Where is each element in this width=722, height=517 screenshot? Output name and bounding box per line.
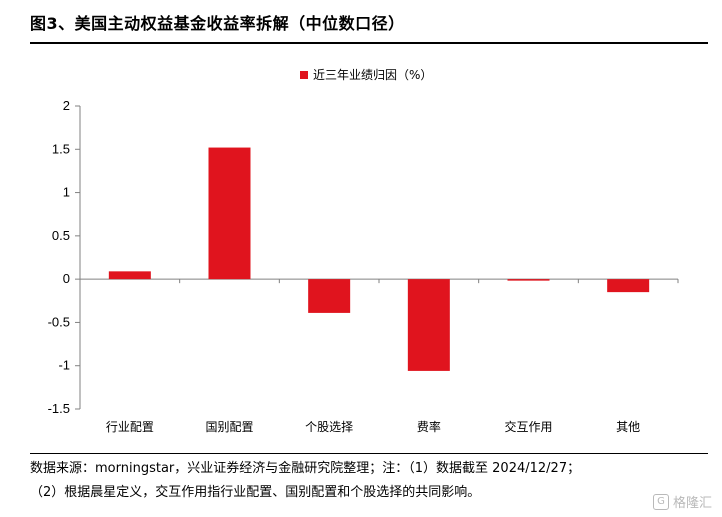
- bar-chart: 2 1.5 1 0.5 0 -0.5 -1 -1.5 行业配置 国别配置 个股选择 费率 交互作用 其他: [48, 98, 679, 434]
- bar-4: [407, 279, 450, 371]
- x-category-label: 个股选择: [305, 420, 353, 434]
- legend-swatch: [300, 70, 308, 79]
- bar-1: [108, 271, 151, 280]
- y-tick-label: -1.5: [48, 401, 70, 416]
- x-category-label: 行业配置: [106, 420, 154, 434]
- watermark-logo-icon: G: [652, 493, 669, 510]
- x-category-label: 其他: [616, 420, 640, 434]
- source-line-1: 数据来源：morningstar，兴业证券经济与金融研究院整理；注：（1）数据截…: [30, 461, 581, 476]
- watermark-text: 格隆汇: [672, 496, 712, 511]
- watermark: G 格隆汇: [652, 492, 712, 511]
- bar-2: [208, 147, 251, 280]
- bar-5: [507, 279, 550, 281]
- y-tick-label: 0.5: [52, 228, 70, 243]
- bar-6: [607, 279, 650, 293]
- y-tick-label: 1.5: [52, 141, 70, 156]
- bar-3: [308, 279, 351, 313]
- source-note: 数据来源：morningstar，兴业证券经济与金融研究院整理；注：（1）数据截…: [30, 457, 710, 505]
- y-tick-label: 1: [63, 185, 70, 200]
- footer-divider: [30, 453, 708, 454]
- y-tick-label: -1: [58, 358, 70, 373]
- y-tick-label: 0: [63, 271, 70, 286]
- y-tick-label: -0.5: [48, 314, 70, 329]
- page-title: 图3、美国主动权益基金收益率拆解（中位数口径）: [30, 14, 405, 33]
- chart-legend: 近三年业绩归因（%）: [300, 66, 432, 83]
- source-line-2: （2）根据晨星定义，交互作用指行业配置、国别配置和个股选择的共同影响。: [30, 485, 481, 500]
- x-category-label: 国别配置: [205, 420, 253, 434]
- legend-label: 近三年业绩归因（%）: [313, 68, 433, 82]
- title-divider: [30, 42, 708, 44]
- y-tick-label: 2: [63, 98, 70, 113]
- x-category-label: 交互作用: [504, 419, 552, 434]
- x-category-label: 费率: [417, 419, 441, 434]
